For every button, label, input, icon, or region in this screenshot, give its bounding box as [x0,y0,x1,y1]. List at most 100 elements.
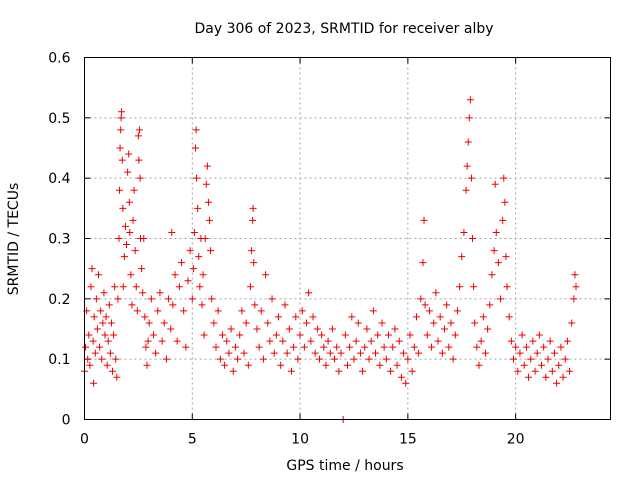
data-point [447,319,455,327]
data-point [114,295,122,303]
data-point [445,343,453,351]
data-point [158,337,166,345]
y-tick-label: 0.2 [48,292,70,308]
data-point [318,331,326,339]
data-point [199,271,207,279]
plot-frame [84,57,611,420]
data-point [500,174,508,182]
data-point [89,337,97,345]
data-point [449,355,457,363]
data-point [82,343,90,351]
data-point [275,313,283,321]
data-point [249,204,257,212]
data-point [123,241,131,249]
data-point [294,355,302,363]
data-point [201,235,209,242]
data-point [400,349,408,357]
data-point [499,216,507,224]
data-point [322,361,330,369]
data-point [287,367,295,375]
data-point [188,295,196,303]
data-point [471,319,479,327]
y-tick-label: 0.6 [48,51,70,67]
data-point [259,355,267,363]
data-point [281,301,289,309]
data-point [106,349,114,357]
data-point [363,325,371,333]
data-point [227,325,235,333]
data-point [406,331,414,339]
data-point [141,313,149,321]
data-point [501,198,509,206]
chart-title: Day 306 of 2023, SRMTID for receiver alb… [194,21,493,37]
data-point [255,343,263,351]
data-point [298,307,306,315]
data-point [138,265,146,273]
data-point [464,138,472,146]
data-point [127,271,135,279]
data-point [382,355,390,363]
data-point [522,343,530,351]
data-point [178,259,186,267]
data-point [216,355,224,363]
data-point [125,198,133,206]
data-point [290,343,298,351]
data-point [120,253,128,261]
data-point [229,367,237,375]
data-point [200,331,208,339]
data-point [395,337,403,345]
data-point [175,283,183,291]
data-point [147,295,155,303]
data-point [568,319,576,327]
data-point [525,373,533,381]
data-point [149,331,157,339]
data-point [337,349,345,357]
x-tick-label: 15 [399,432,417,448]
data-point [212,343,220,351]
data-point [328,325,336,333]
data-point [285,325,293,333]
data-point [118,156,126,164]
data-point [502,253,510,261]
data-point [477,337,485,345]
data-point [134,132,142,140]
data-point [251,301,259,309]
data-point [540,343,548,351]
data-point [410,343,418,351]
data-point [563,337,571,345]
data-point [529,337,537,345]
data-point [484,325,492,333]
data-point [570,295,578,303]
data-point [402,379,410,387]
data-point [102,313,110,321]
data-point [365,355,373,363]
y-tick-label: 0 [62,413,71,429]
data-point [210,319,218,327]
data-point [497,295,505,303]
data-point [129,216,137,224]
data-point [86,361,94,369]
data-point [428,343,436,351]
data-point [204,198,212,206]
data-point [168,228,176,236]
y-axis-label: SRMTID / TECUs [6,183,22,296]
data-point [142,343,150,351]
data-point [100,289,108,297]
data-point [307,337,315,345]
data-point [296,331,304,339]
data-point [309,313,317,321]
data-point [92,295,100,303]
data-point [250,259,258,267]
data-point [171,271,179,279]
x-tick-label: 0 [80,432,89,448]
data-point [91,349,99,357]
x-tick-label: 20 [507,432,525,448]
data-point [202,180,210,188]
data-point [300,343,308,351]
data-point [231,343,239,351]
data-point [303,319,311,327]
data-point [130,186,138,194]
data-point [105,301,113,309]
data-point [516,349,524,357]
data-point [257,307,265,315]
